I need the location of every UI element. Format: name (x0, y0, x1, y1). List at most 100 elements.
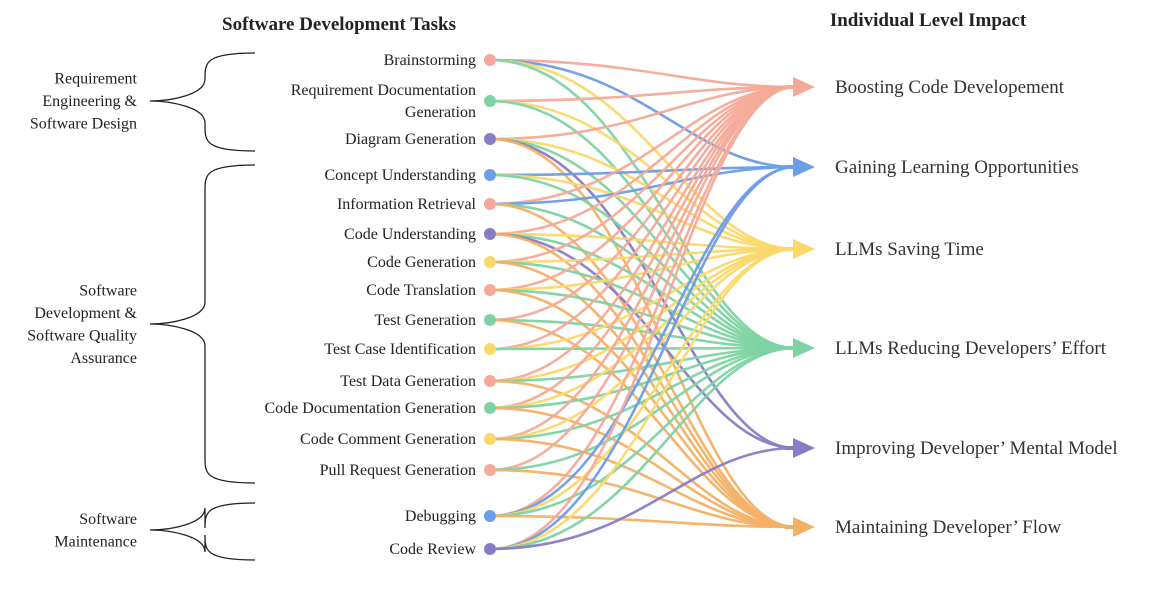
arrowhead-icon (793, 438, 815, 458)
link (489, 85, 796, 103)
link (489, 318, 796, 350)
task-node-dot (484, 133, 496, 145)
task-node-dot (484, 343, 496, 355)
link (489, 346, 796, 410)
impacts-header: Individual Level Impact (830, 10, 1027, 31)
task-node-dot (484, 464, 496, 476)
link (489, 165, 796, 551)
link (489, 346, 796, 518)
task-node-dot (484, 169, 496, 181)
task-node-dot (484, 256, 496, 268)
link (489, 346, 796, 551)
task-node-dot (484, 284, 496, 296)
link (489, 165, 796, 177)
task-label: Test Case Identification (324, 341, 476, 358)
task-node-dot (484, 543, 496, 555)
link (489, 173, 796, 251)
link (489, 58, 796, 251)
group-labels: Requirement Engineering & Software Design S… (27, 71, 137, 551)
impact-label: Gaining Learning Opportunities (835, 157, 1079, 178)
link (489, 446, 796, 551)
link (489, 379, 796, 529)
arrowhead-icon (793, 338, 815, 358)
links (489, 58, 796, 551)
task-label: Code Generation (367, 254, 476, 271)
impact-label: Boosting Code Developement (835, 77, 1065, 98)
task-label: Test Data Generation (340, 373, 476, 390)
task-node-dot (484, 228, 496, 240)
group-label: Software Quality (27, 327, 137, 344)
task-node-dot (484, 54, 496, 66)
group-brace (149, 164, 256, 484)
task-label: Test Generation (374, 312, 476, 329)
task-label: Requirement Documentation (291, 82, 476, 99)
link (489, 247, 796, 292)
link (489, 346, 796, 472)
link (489, 346, 796, 351)
task-nodes: Brainstorming Requirement Documentation Ge… (265, 52, 496, 558)
link (489, 58, 796, 89)
task-label: Code Understanding (344, 226, 476, 243)
link (489, 232, 796, 251)
link (489, 85, 796, 351)
link (489, 137, 796, 450)
link (489, 85, 796, 551)
group-brace (149, 52, 256, 152)
task-label: Information Retrieval (337, 196, 477, 213)
task-label: Diagram Generation (345, 131, 476, 148)
group-label: Requirement (54, 71, 137, 88)
link (489, 247, 796, 551)
group-brace (149, 502, 256, 561)
task-node-dot (484, 375, 496, 387)
link (489, 137, 796, 350)
arrowhead-icon (793, 157, 815, 177)
link (489, 247, 796, 410)
task-label: Debugging (405, 508, 476, 525)
task-label: Code Review (389, 541, 476, 558)
link (489, 85, 796, 472)
task-node-dot (484, 198, 496, 210)
task-node-dot (484, 95, 496, 107)
link (489, 85, 796, 141)
impact-label: Improving Developer’ Mental Model (835, 438, 1118, 459)
task-label: Pull Request Generation (320, 462, 476, 479)
task-label: Code Comment Generation (300, 431, 476, 448)
task-label: Brainstorming (384, 52, 476, 69)
link (489, 437, 796, 529)
impact-nodes: Boosting Code Developement Gaining Learni… (785, 77, 1118, 538)
arrowhead-icon (793, 77, 815, 97)
task-label: Code Translation (366, 282, 476, 299)
task-node-dot (484, 402, 496, 414)
task-node-dot (484, 510, 496, 522)
group-braces (149, 52, 256, 561)
task-label: Code Documentation Generation (265, 400, 477, 417)
group-label: Maintenance (54, 533, 137, 550)
arrowhead-icon (793, 517, 815, 537)
link (489, 247, 796, 518)
link (489, 318, 796, 529)
impact-label: LLMs Reducing Developers’ Effort (835, 338, 1107, 359)
link (489, 137, 796, 251)
group-label: Software (79, 282, 137, 299)
link (489, 406, 796, 529)
impact-label: LLMs Saving Time (835, 239, 984, 260)
group-label: Software Design (30, 116, 137, 133)
group-label: Software (79, 511, 137, 528)
tasks-header: Software Development Tasks (222, 14, 456, 35)
impact-label: Maintaining Developer’ Flow (835, 517, 1061, 538)
task-node-dot (484, 314, 496, 326)
link (489, 232, 796, 350)
link (489, 165, 796, 206)
group-label: Assurance (70, 350, 137, 367)
group-label: Engineering & (42, 93, 137, 110)
link (489, 99, 796, 350)
group-label: Development & (34, 305, 137, 322)
link (489, 514, 796, 529)
link (489, 260, 796, 350)
task-node-dot (484, 433, 496, 445)
task-label: Concept Understanding (324, 167, 476, 184)
link (489, 85, 796, 292)
arrowhead-icon (793, 239, 815, 259)
link (489, 346, 796, 441)
